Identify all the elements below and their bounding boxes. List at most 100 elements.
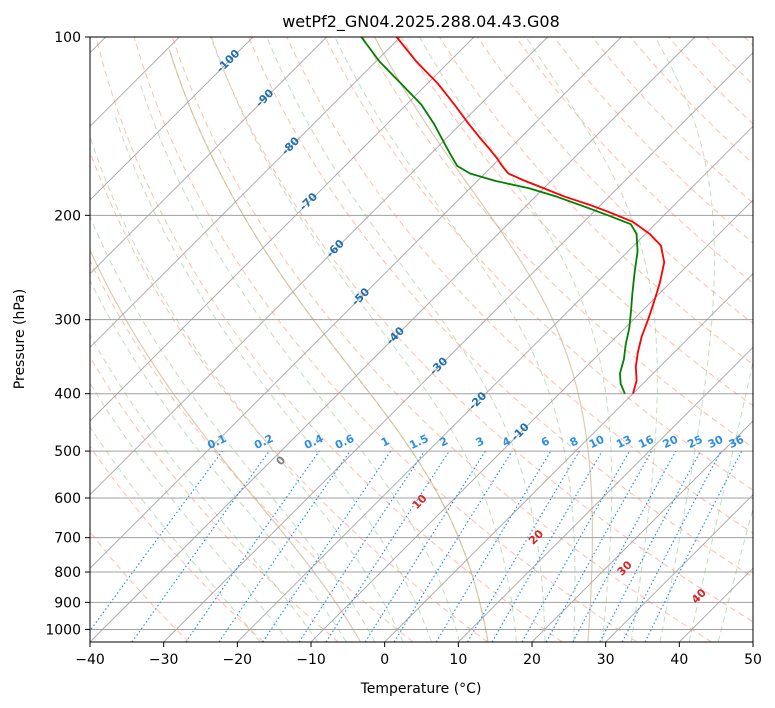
mixing-ratio-line xyxy=(325,450,450,642)
dry-adiabat-line xyxy=(744,37,753,47)
moist-adiabat-line xyxy=(139,83,461,642)
mixing-ratio-line xyxy=(572,450,677,642)
mixing-ratio-line xyxy=(298,450,425,642)
moist-adiabat-line xyxy=(90,135,404,642)
y-tick-label: 100 xyxy=(54,30,81,46)
y-tick-label: 700 xyxy=(54,531,81,547)
dry-adiabat-line xyxy=(90,445,264,642)
dry-adiabat-line xyxy=(286,37,753,534)
dry-adiabat-line xyxy=(95,37,563,642)
mixing-ratio-line xyxy=(521,450,630,642)
moist-adiabat-line xyxy=(525,37,658,642)
y-tick-label: 600 xyxy=(54,491,81,507)
isotherm-line xyxy=(90,37,549,496)
mixing-ratio-label: 13 xyxy=(614,433,633,451)
isotherm-line xyxy=(678,567,753,642)
dry-adiabat-line xyxy=(210,37,753,623)
isotherm-line xyxy=(90,37,401,349)
y-tick-label: 400 xyxy=(54,387,81,403)
label-layer: -100-90-80-70-60-50-40-30-20-100.1 0.2 0.4… xyxy=(205,47,746,607)
x-tick-label: 50 xyxy=(744,652,762,668)
mixing-ratio-line xyxy=(90,450,223,632)
chart-title: wetPf2_GN04.2025.288.04.43.G08 xyxy=(282,12,560,32)
x-axis-title: Temperature (°C) xyxy=(360,681,482,697)
dry-adiabat-line xyxy=(248,37,753,578)
dry-adiabat-line xyxy=(90,259,414,642)
mixing-ratio-label: 2 xyxy=(438,434,450,449)
moist-adiabat-line xyxy=(90,382,290,642)
y-tick-label: 200 xyxy=(54,208,81,224)
isotherm-line xyxy=(605,493,753,642)
mixing-ratio-line xyxy=(467,450,580,642)
wetbulb-label: 0 xyxy=(274,453,289,468)
dry-adiabat-line xyxy=(90,356,339,642)
y-tick-label: 300 xyxy=(54,313,81,329)
mixing-ratio-label: 36 xyxy=(727,433,747,451)
dry-adiabat-line xyxy=(171,37,712,642)
wetbulb-label: 40 xyxy=(689,586,709,606)
isotherm-line xyxy=(384,272,753,642)
isotherm-line xyxy=(90,37,475,422)
wetbulb-label: 30 xyxy=(615,558,635,578)
temperature-profile-line xyxy=(395,37,666,394)
pseudo-adiabat-line xyxy=(168,49,489,642)
x-tick-label: −30 xyxy=(149,652,179,668)
isotherm-line xyxy=(236,125,753,642)
moist-adiabat-line xyxy=(90,334,319,642)
mixing-ratio-label: 0.4 xyxy=(302,432,325,452)
mixing-ratio-line xyxy=(393,450,513,642)
x-tick-label: −40 xyxy=(75,652,105,668)
mixing-ratio-line xyxy=(218,450,351,642)
mixing-ratio-line xyxy=(599,450,702,642)
x-tick-label: 40 xyxy=(670,652,688,668)
isotherm-line xyxy=(752,641,753,642)
moist-adiabat-line xyxy=(114,114,432,642)
moist-adiabat-line xyxy=(211,37,517,642)
isotherm-line xyxy=(90,37,696,642)
isotherm-line xyxy=(310,199,753,642)
dewpoint-profile-line xyxy=(360,37,639,395)
x-tick-label: 10 xyxy=(449,652,467,668)
mixing-ratio-label: 6 xyxy=(539,434,552,449)
isotherm-line xyxy=(90,37,622,570)
isotherm-line xyxy=(457,346,753,642)
moist-adiabat-line xyxy=(266,37,546,642)
moist-adiabat-line xyxy=(90,215,376,642)
dry-adiabat-line xyxy=(591,37,753,204)
profile-layer xyxy=(360,37,666,395)
mixing-ratio-line xyxy=(545,450,653,642)
dry-adiabat-line xyxy=(706,37,753,86)
mixing-ratio-label: 0.1 xyxy=(205,432,228,452)
mixing-ratio-line xyxy=(185,450,320,642)
dry-adiabat-line xyxy=(668,37,753,125)
y-axis-title: Pressure (hPa) xyxy=(12,289,28,389)
mixing-ratio-label: 1.5 xyxy=(407,432,430,452)
mixing-ratio-line xyxy=(131,450,270,642)
isotherm-line xyxy=(90,37,328,275)
wetbulb-label: 20 xyxy=(526,527,546,547)
dry-adiabat-line xyxy=(324,37,753,491)
moist-adiabat-line xyxy=(90,426,261,642)
dry-adiabat-line xyxy=(90,150,488,642)
moist-adiabat-line xyxy=(90,279,347,642)
plot-frame xyxy=(89,36,754,643)
moist-adiabat-line xyxy=(654,37,715,642)
isotherm-line xyxy=(90,37,254,201)
x-tick-label: 0 xyxy=(380,652,389,668)
mixing-ratio-label: 20 xyxy=(661,433,681,451)
mixing-ratio-label: 25 xyxy=(685,433,704,451)
x-tick-label: 30 xyxy=(597,652,615,668)
grid-layer xyxy=(90,37,753,642)
mixing-ratio-label: 16 xyxy=(636,433,656,451)
dry-adiabat-line xyxy=(515,37,753,284)
moist-adiabat-line xyxy=(418,37,613,642)
mixing-ratio-line xyxy=(262,450,392,642)
x-tick-label: −20 xyxy=(223,652,253,668)
mixing-ratio-label: 10 xyxy=(587,433,607,451)
mixing-ratio-label: 1 xyxy=(379,434,391,449)
moist-adiabat-line xyxy=(717,507,753,642)
isotherm-line xyxy=(163,51,753,642)
dry-adiabat-line xyxy=(90,531,190,642)
mixing-ratio-label: 0.6 xyxy=(333,432,356,452)
